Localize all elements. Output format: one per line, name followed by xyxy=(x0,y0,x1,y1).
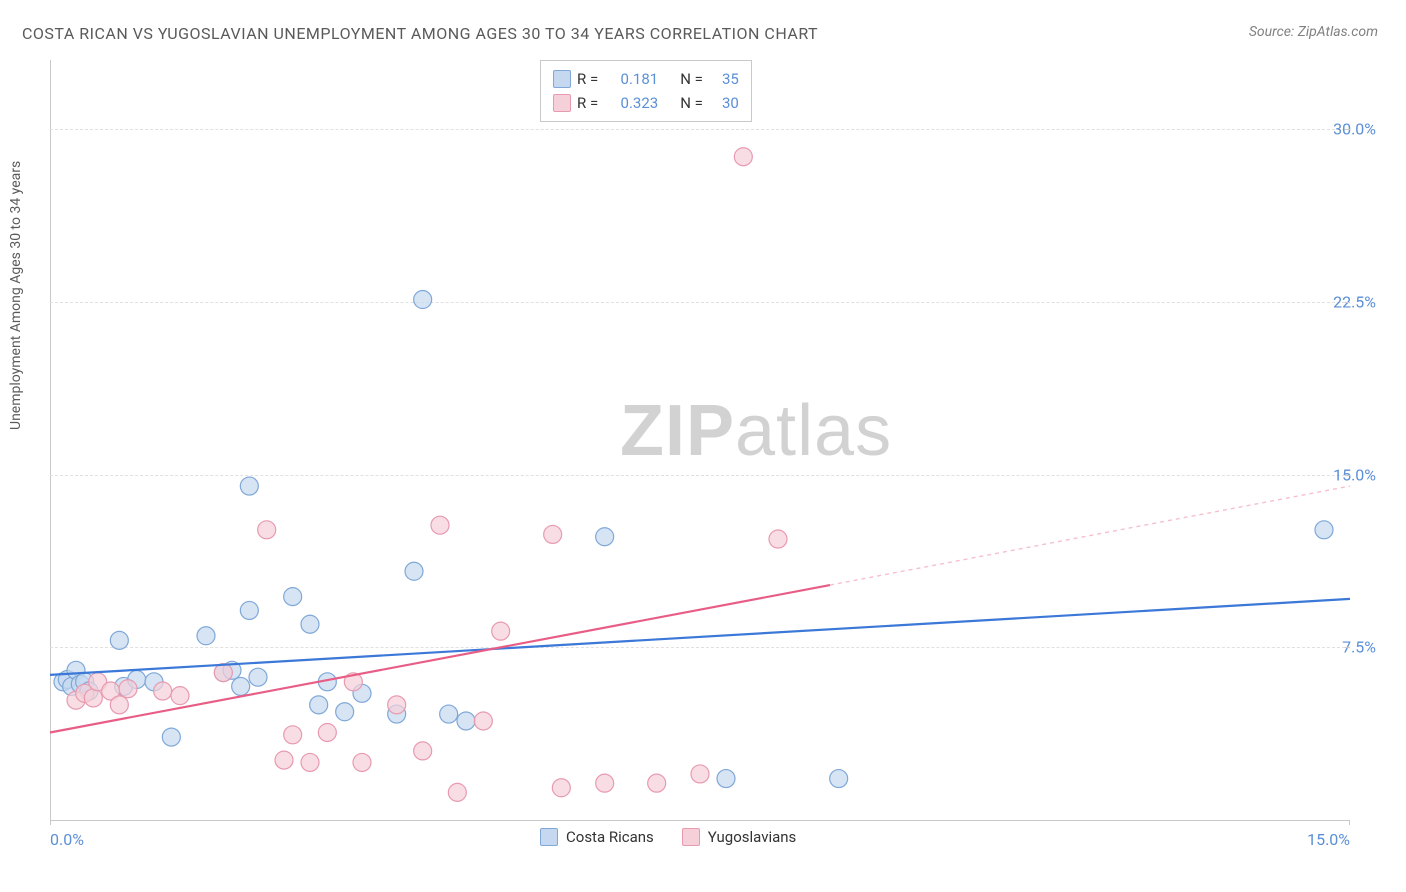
x-tick-label-min: 0.0% xyxy=(50,830,84,849)
y-axis-label: Unemployment Among Ages 30 to 34 years xyxy=(8,161,24,430)
scatter-point xyxy=(596,774,614,792)
scatter-point xyxy=(240,477,258,495)
legend-n-label: N = xyxy=(680,91,703,115)
scatter-point xyxy=(405,562,423,580)
legend-n-value: 35 xyxy=(709,67,739,91)
scatter-point xyxy=(691,765,709,783)
scatter-point xyxy=(240,601,258,619)
scatter-point xyxy=(544,525,562,543)
scatter-point xyxy=(110,696,128,714)
legend-stats-row: R = 0.323 N = 30 xyxy=(553,91,739,115)
legend-series-label: Costa Ricans xyxy=(566,828,654,846)
legend-swatch-pink xyxy=(682,828,700,846)
scatter-point xyxy=(648,774,666,792)
scatter-point xyxy=(552,779,570,797)
legend-series: Costa Ricans Yugoslavians xyxy=(540,828,796,846)
legend-r-value: 0.323 xyxy=(604,91,658,115)
chart-title: COSTA RICAN VS YUGOSLAVIAN UNEMPLOYMENT … xyxy=(22,24,818,43)
legend-item: Yugoslavians xyxy=(682,828,797,846)
legend-n-value: 30 xyxy=(709,91,739,115)
source-attribution: Source: ZipAtlas.com xyxy=(1249,24,1378,40)
scatter-point xyxy=(474,712,492,730)
scatter-point xyxy=(492,622,510,640)
scatter-point xyxy=(275,751,293,769)
scatter-point xyxy=(769,530,787,548)
scatter-point xyxy=(717,770,735,788)
scatter-point xyxy=(310,696,328,714)
legend-swatch-pink xyxy=(553,94,571,112)
legend-swatch-blue xyxy=(553,70,571,88)
scatter-point xyxy=(258,521,276,539)
scatter-point xyxy=(171,687,189,705)
scatter-point xyxy=(830,770,848,788)
scatter-point xyxy=(284,726,302,744)
legend-n-label: N = xyxy=(680,67,703,91)
scatter-point xyxy=(353,753,371,771)
legend-item: Costa Ricans xyxy=(540,828,654,846)
scatter-point xyxy=(448,783,466,801)
scatter-point xyxy=(336,703,354,721)
legend-r-value: 0.181 xyxy=(604,67,658,91)
scatter-point xyxy=(1315,521,1333,539)
scatter-point xyxy=(232,677,250,695)
trend-line-extrapolated xyxy=(830,486,1350,585)
scatter-point xyxy=(110,631,128,649)
x-tick-mark xyxy=(1349,820,1350,825)
x-tick-mark xyxy=(50,820,51,825)
scatter-point xyxy=(154,682,172,700)
legend-swatch-blue xyxy=(540,828,558,846)
scatter-point xyxy=(388,696,406,714)
legend-stats-row: R = 0.181 N = 35 xyxy=(553,67,739,91)
legend-r-label: R = xyxy=(577,67,598,91)
scatter-point xyxy=(214,664,232,682)
legend-r-label: R = xyxy=(577,91,598,115)
scatter-point xyxy=(440,705,458,723)
legend-stats-box: R = 0.181 N = 35 R = 0.323 N = 30 xyxy=(540,60,752,122)
scatter-point xyxy=(414,742,432,760)
scatter-point xyxy=(301,753,319,771)
scatter-point xyxy=(457,712,475,730)
scatter-point xyxy=(284,588,302,606)
scatter-point xyxy=(734,148,752,166)
scatter-point xyxy=(119,680,137,698)
scatter-point xyxy=(301,615,319,633)
scatter-point xyxy=(414,291,432,309)
x-axis-line xyxy=(50,820,1350,821)
scatter-point xyxy=(84,689,102,707)
scatter-point xyxy=(431,516,449,534)
scatter-point xyxy=(596,528,614,546)
scatter-point xyxy=(318,723,336,741)
scatter-point xyxy=(197,627,215,645)
scatter-point xyxy=(249,668,267,686)
legend-series-label: Yugoslavians xyxy=(708,828,797,846)
x-tick-label-max: 15.0% xyxy=(1307,830,1350,849)
scatter-plot-svg xyxy=(50,60,1350,820)
scatter-point xyxy=(162,728,180,746)
